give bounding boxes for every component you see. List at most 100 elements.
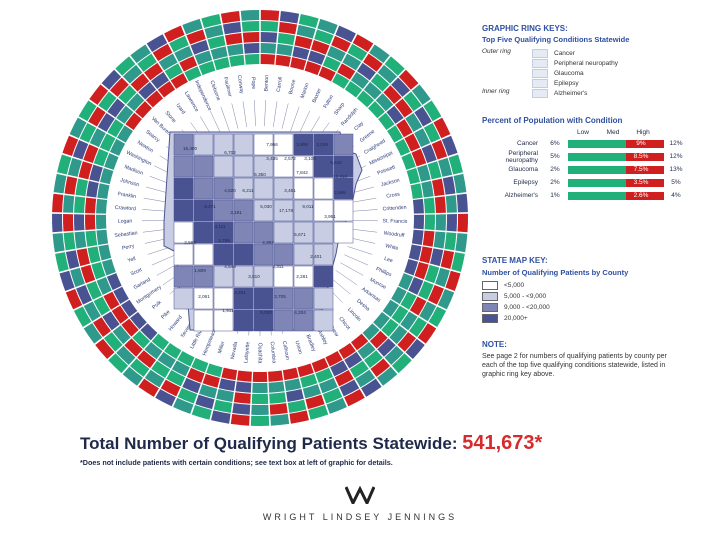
logo-icon: W [344, 485, 376, 507]
ring-cell [194, 50, 213, 65]
map-county-count: 5,030 [260, 204, 272, 209]
ring-cell [72, 140, 89, 160]
ring-cell [155, 389, 176, 407]
ring-cell [414, 128, 431, 148]
ring-cell [121, 299, 138, 318]
map-county-count: 4,302 [262, 240, 274, 245]
ring-cell [85, 214, 96, 230]
ring-cell [101, 259, 116, 276]
ring-cell [298, 14, 319, 29]
county-spoke [335, 270, 358, 286]
county-spoke [242, 101, 247, 127]
percent-med: 9% [636, 139, 646, 147]
map-county-count: 12,310 [333, 174, 347, 179]
ring-cell [442, 176, 456, 195]
ring-cell [78, 100, 97, 122]
ring-cell [377, 366, 398, 386]
ring-key-swatch [532, 88, 548, 98]
county-label: Desha [355, 298, 370, 312]
county-label: Clay [353, 120, 365, 132]
county-spoke [298, 110, 310, 135]
ring-cell [373, 311, 390, 330]
ring-cell [129, 358, 150, 377]
ring-cell [417, 164, 431, 182]
map-county [273, 309, 294, 332]
ring-cell [121, 318, 139, 337]
county-label: Conway [236, 75, 245, 95]
map-county [233, 287, 254, 310]
ring-cell [277, 32, 296, 46]
ring-cell [311, 39, 330, 55]
ring-cell [227, 43, 244, 56]
ring-cell [97, 183, 110, 199]
ring-cell [350, 72, 370, 89]
county-spoke [264, 100, 266, 127]
map-county-count: 1,911 [222, 308, 234, 313]
county-spoke [344, 254, 369, 266]
ring-cell [424, 264, 440, 284]
map-county [293, 155, 314, 178]
map-county [253, 309, 274, 332]
ring-cell [378, 112, 395, 131]
ring-cell [83, 144, 99, 163]
ring-cell [391, 353, 412, 374]
map-key-item: 5,000 - <9,000 [482, 291, 712, 302]
county-label: Chicot [337, 316, 351, 332]
ring-cell [342, 53, 362, 71]
ring-cell [144, 62, 163, 81]
ring-cell [370, 73, 390, 92]
map-county [333, 177, 354, 200]
ring-cell [107, 98, 126, 118]
ring-cell [418, 281, 434, 300]
ring-cell [294, 35, 313, 50]
ring-cell [62, 214, 74, 232]
ring-cell [260, 32, 278, 43]
ring-cell [85, 230, 98, 247]
map-county [233, 265, 254, 288]
map-county [273, 177, 294, 200]
ring-cell [202, 373, 220, 388]
ring-cell [145, 90, 164, 108]
ring-cell [113, 286, 129, 304]
county-spoke [254, 100, 256, 127]
map-county-count: 3,100 [304, 156, 316, 161]
ring-cell [220, 11, 241, 24]
map-county [293, 221, 314, 244]
ring-cell [135, 101, 152, 119]
ring-cell [334, 370, 354, 387]
ring-cell [206, 363, 223, 378]
ring-cell [344, 81, 363, 98]
ring-cell [304, 61, 322, 76]
ring-cell [433, 117, 451, 139]
ring-cell [137, 350, 156, 369]
ring-cell [364, 350, 383, 369]
map-county-count: 4,111 [215, 224, 226, 229]
county-label: Pike [160, 309, 171, 320]
ring-cell [218, 378, 236, 392]
ring-key-swatch [532, 58, 548, 68]
map-county [293, 309, 314, 332]
ring-cell [427, 161, 442, 180]
ring-cell [357, 341, 376, 360]
map-county [313, 243, 334, 266]
percent-bar-green [568, 178, 626, 187]
ring-cell [98, 91, 117, 112]
ring-cell [109, 138, 126, 156]
ring-cell [435, 214, 446, 231]
map-county [273, 287, 294, 310]
ring-cell [455, 233, 468, 253]
map-county [193, 155, 214, 178]
ring-cell [160, 379, 181, 397]
ring-cell [268, 370, 284, 382]
map-county [173, 155, 194, 178]
footnote: *Does not include patients with certain … [80, 458, 393, 467]
percent-row: Peripheral neuropathy 5% 8.5% 12% [482, 150, 712, 164]
ring-cell [79, 122, 97, 143]
map-county-count: 2,595 [334, 190, 346, 195]
ring-cell [89, 128, 106, 148]
col-low: Low [577, 128, 589, 136]
ring-cell [125, 112, 142, 131]
ring-cell [368, 101, 385, 119]
map-county [213, 309, 234, 332]
ring-cell [260, 54, 276, 65]
